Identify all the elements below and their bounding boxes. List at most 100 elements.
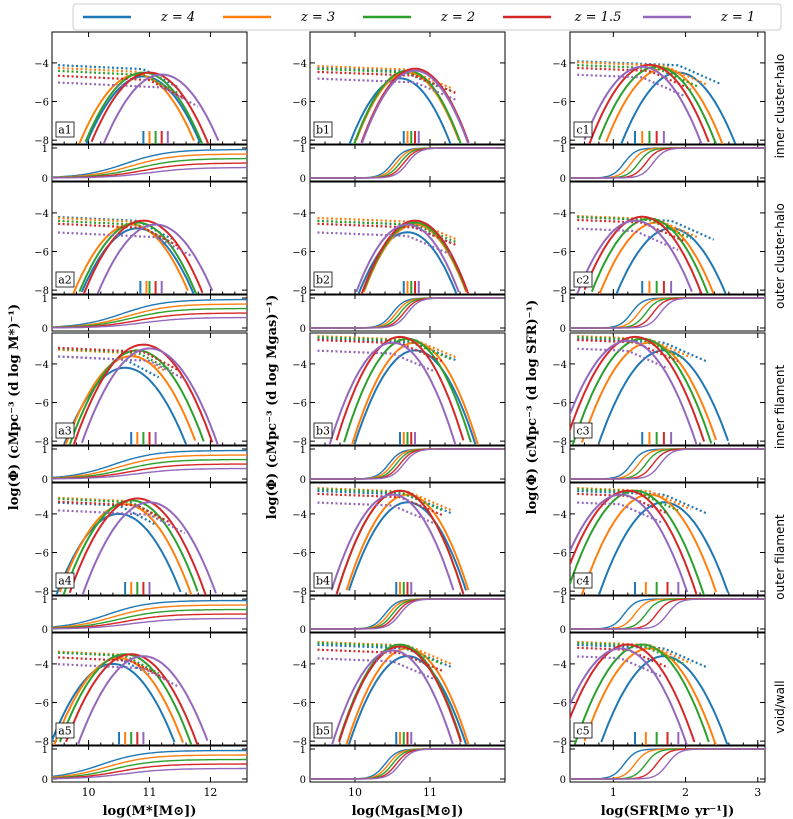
- fraction-line: [52, 454, 247, 479]
- series-line: [68, 497, 207, 595]
- fraction-line: [52, 303, 247, 328]
- fraction-panel-frame: [569, 745, 766, 783]
- fraction-panel-frame: [309, 144, 506, 182]
- y-tick-label: −8: [34, 136, 49, 147]
- series-line: [598, 221, 715, 294]
- x-tick-label: 10: [348, 786, 362, 799]
- panel-label: b1: [316, 124, 330, 137]
- fraction-series-group: [52, 148, 247, 179]
- y-tick-label: −6: [292, 248, 307, 259]
- legend-label: z = 3: [300, 10, 335, 25]
- panel-label-box: [573, 422, 593, 439]
- panel-label: a2: [58, 274, 72, 287]
- fraction-line: [310, 748, 503, 780]
- y-tick-label: −6: [34, 549, 49, 560]
- fraction-series-group: [570, 748, 765, 780]
- legend-label: z = 4: [160, 10, 195, 25]
- fraction-series-group: [570, 598, 765, 630]
- series-dotted-line: [58, 656, 166, 680]
- y-tick-label: −4: [292, 660, 307, 671]
- series-line: [570, 493, 689, 593]
- panel-label: a5: [58, 725, 72, 738]
- x-tick-label: 3: [754, 786, 761, 799]
- series-dotted-line: [577, 501, 663, 524]
- row-label: inner cluster-halo: [773, 54, 787, 159]
- series-dotted-line: [317, 222, 458, 247]
- series-line: [335, 335, 465, 441]
- y-tick-label: −4: [34, 360, 49, 371]
- y-axis-label: log(Φ) (cMpc⁻³ (d log SFR)⁻¹): [525, 300, 540, 515]
- series-line: [570, 643, 696, 743]
- fraction-line: [52, 767, 247, 780]
- y-tick-label: −8: [34, 286, 49, 297]
- y-tick-label: −6: [552, 248, 567, 259]
- series-dotted-line: [58, 74, 186, 100]
- fraction-panel-frame: [309, 294, 506, 332]
- series-group: [52, 650, 209, 745]
- series-line: [65, 653, 199, 745]
- fraction-series-group: [310, 297, 503, 329]
- series-dotted-line: [58, 355, 186, 381]
- series-line: [102, 73, 220, 144]
- y-tick-label: 0: [42, 625, 48, 636]
- row-label: void/wall: [773, 680, 787, 733]
- series-line: [330, 649, 455, 745]
- series-dotted-line: [317, 219, 452, 244]
- series-dotted-line: [577, 655, 663, 678]
- series-dotted-line: [58, 346, 179, 372]
- series-dotted-line: [58, 500, 173, 525]
- series-line: [335, 489, 465, 595]
- series-line: [597, 501, 730, 595]
- y-tick-label: 0: [300, 625, 306, 636]
- series-dotted-line: [317, 349, 435, 373]
- y-tick-label: 0: [300, 475, 306, 486]
- series-group: [317, 335, 480, 445]
- y-tick-label: −4: [552, 660, 567, 671]
- y-tick-label: 1: [300, 445, 306, 456]
- fraction-panel-frame: [569, 595, 766, 633]
- series-dotted-line: [317, 65, 452, 89]
- fraction-line: [52, 153, 247, 179]
- y-tick-label: −4: [34, 59, 49, 70]
- panel-label-box: [573, 271, 593, 288]
- fraction-panel-frame: [569, 445, 766, 483]
- fraction-line: [570, 147, 765, 179]
- series-line: [357, 231, 458, 294]
- series-line: [68, 349, 205, 445]
- fraction-series-group: [52, 749, 247, 780]
- series-dotted-line: [58, 64, 179, 89]
- main-panel-frame: [569, 332, 766, 446]
- series-line: [600, 655, 729, 745]
- fraction-line: [570, 598, 765, 630]
- series-line: [82, 219, 204, 294]
- fraction-series-group: [570, 147, 765, 179]
- series-line: [348, 501, 467, 591]
- y-tick-label: −8: [552, 737, 567, 748]
- y-tick-label: 1: [42, 294, 48, 305]
- fraction-line: [570, 448, 765, 480]
- y-tick-label: −4: [34, 510, 49, 521]
- fraction-line: [570, 297, 765, 329]
- series-dotted-line: [58, 222, 179, 248]
- y-tick-label: −8: [292, 737, 307, 748]
- y-tick-label: −4: [552, 209, 567, 220]
- y-tick-label: −4: [292, 209, 307, 220]
- panel-label-box: [313, 572, 333, 589]
- y-tick-label: 1: [560, 294, 566, 305]
- series-line: [330, 493, 455, 591]
- series-line: [90, 71, 210, 144]
- series-dotted-line: [58, 66, 173, 91]
- y-tick-label: −8: [292, 286, 307, 297]
- fraction-line: [52, 298, 247, 328]
- fraction-line: [52, 458, 247, 480]
- main-panel-frame: [309, 181, 506, 295]
- y-tick-label: 0: [42, 775, 48, 786]
- panel-label: b5: [316, 725, 330, 738]
- series-line: [588, 63, 710, 144]
- y-axis-label: log(Φ) (cMpc⁻³ (d log Mgas)⁻¹): [265, 295, 280, 519]
- series-line: [360, 69, 470, 144]
- series-dotted-line: [317, 648, 445, 673]
- y-tick-label: 1: [300, 294, 306, 305]
- series-line: [343, 337, 472, 443]
- y-tick-label: −8: [34, 437, 49, 448]
